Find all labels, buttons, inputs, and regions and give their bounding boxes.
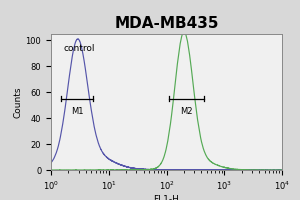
Text: M2: M2 (181, 107, 193, 116)
Title: MDA-MB435: MDA-MB435 (114, 16, 219, 31)
Text: M1: M1 (71, 107, 83, 116)
Y-axis label: Counts: Counts (14, 86, 23, 118)
X-axis label: FL1-H: FL1-H (154, 195, 179, 200)
Text: control: control (64, 44, 95, 53)
